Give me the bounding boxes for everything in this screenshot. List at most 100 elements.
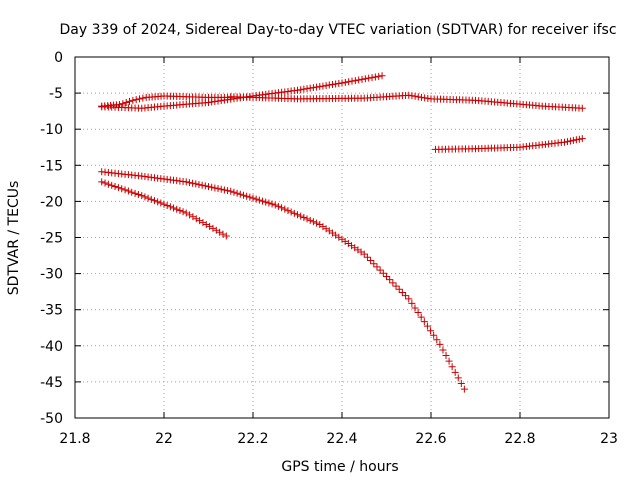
data-point bbox=[376, 266, 384, 274]
data-point bbox=[578, 104, 586, 112]
data-point bbox=[271, 201, 279, 209]
y-tick-label: -45 bbox=[40, 375, 63, 391]
data-point bbox=[205, 183, 212, 191]
x-tick-label: 22.4 bbox=[326, 431, 357, 447]
axis-ticks: 21.8 22 22.2 22.4 22.6 22.8 23 0 -5 -10 -15 -20 -25 -… bbox=[40, 50, 618, 447]
data-point bbox=[454, 374, 462, 382]
data-point bbox=[252, 195, 260, 203]
data-point bbox=[300, 214, 308, 222]
data-point bbox=[118, 185, 126, 193]
data-point bbox=[182, 209, 190, 217]
data-point bbox=[132, 96, 140, 104]
data-point bbox=[144, 194, 152, 202]
data-point bbox=[124, 187, 132, 195]
data-point bbox=[189, 179, 197, 187]
data-points bbox=[98, 72, 586, 393]
y-tick-label: -30 bbox=[40, 267, 63, 283]
data-point bbox=[439, 346, 447, 354]
data-point bbox=[328, 81, 336, 89]
y-tick-label: 0 bbox=[54, 50, 63, 66]
data-point bbox=[566, 137, 574, 145]
data-point bbox=[460, 385, 468, 393]
data-point bbox=[322, 82, 330, 90]
data-point bbox=[199, 219, 207, 227]
data-point bbox=[214, 185, 222, 193]
data-point bbox=[411, 92, 419, 100]
data-point bbox=[268, 200, 276, 208]
y-tick-label: -50 bbox=[40, 411, 63, 427]
data-point bbox=[408, 92, 416, 100]
data-point bbox=[442, 352, 450, 360]
data-point bbox=[246, 193, 254, 201]
data-point bbox=[182, 178, 190, 186]
data-point bbox=[332, 80, 340, 88]
data-point bbox=[395, 285, 403, 293]
data-point bbox=[367, 257, 375, 265]
data-point bbox=[290, 209, 298, 217]
data-point bbox=[122, 98, 130, 106]
data-point bbox=[217, 185, 225, 193]
data-point bbox=[360, 250, 368, 258]
data-point bbox=[309, 218, 317, 226]
chart-title: Day 339 of 2024, Sidereal Day-to-day VTE… bbox=[59, 22, 616, 38]
data-point bbox=[278, 204, 286, 212]
data-point bbox=[129, 96, 137, 104]
data-point bbox=[220, 186, 228, 194]
data-point bbox=[578, 135, 586, 143]
data-point bbox=[335, 80, 343, 88]
data-point bbox=[154, 198, 162, 206]
data-point bbox=[363, 253, 371, 261]
data-point bbox=[198, 181, 206, 189]
data-point bbox=[179, 208, 187, 216]
data-point bbox=[341, 78, 349, 86]
data-point bbox=[176, 206, 184, 214]
data-point bbox=[249, 194, 257, 202]
data-point bbox=[421, 94, 429, 102]
data-point bbox=[351, 77, 359, 85]
data-point bbox=[411, 304, 419, 312]
data-point bbox=[160, 200, 168, 208]
data-point bbox=[111, 182, 119, 190]
data-point bbox=[423, 322, 431, 330]
data-point bbox=[572, 136, 580, 144]
data-point bbox=[436, 340, 444, 348]
data-point bbox=[303, 85, 311, 93]
data-point bbox=[196, 217, 204, 225]
data-point bbox=[126, 97, 134, 105]
data-point bbox=[414, 309, 422, 317]
data-point bbox=[402, 292, 410, 300]
data-point bbox=[98, 178, 106, 186]
series-track-4 bbox=[431, 135, 586, 153]
x-tick-label: 22.8 bbox=[504, 431, 535, 447]
data-point bbox=[379, 269, 387, 277]
data-point bbox=[389, 279, 397, 287]
data-point bbox=[294, 211, 301, 219]
data-point bbox=[427, 327, 435, 335]
data-point bbox=[173, 205, 181, 213]
data-point bbox=[114, 184, 122, 192]
data-point bbox=[325, 81, 333, 89]
data-point bbox=[405, 91, 413, 99]
data-point bbox=[448, 363, 456, 371]
data-point bbox=[230, 188, 238, 196]
data-point bbox=[281, 205, 289, 213]
data-point bbox=[319, 82, 327, 90]
data-point bbox=[136, 95, 144, 103]
data-point bbox=[259, 197, 267, 205]
data-point bbox=[138, 192, 146, 200]
data-point bbox=[206, 222, 214, 230]
data-point bbox=[255, 196, 263, 204]
data-point bbox=[408, 299, 416, 307]
data-point bbox=[265, 199, 273, 207]
data-point bbox=[141, 193, 149, 201]
data-point bbox=[185, 179, 193, 187]
data-point bbox=[303, 215, 311, 223]
data-point bbox=[211, 184, 219, 192]
data-point bbox=[189, 213, 197, 221]
x-tick-label: 22 bbox=[155, 431, 173, 447]
data-point bbox=[451, 368, 459, 376]
y-axis-title: SDTVAR / TECUs bbox=[6, 181, 22, 296]
data-point bbox=[119, 100, 127, 108]
data-point bbox=[163, 202, 171, 210]
